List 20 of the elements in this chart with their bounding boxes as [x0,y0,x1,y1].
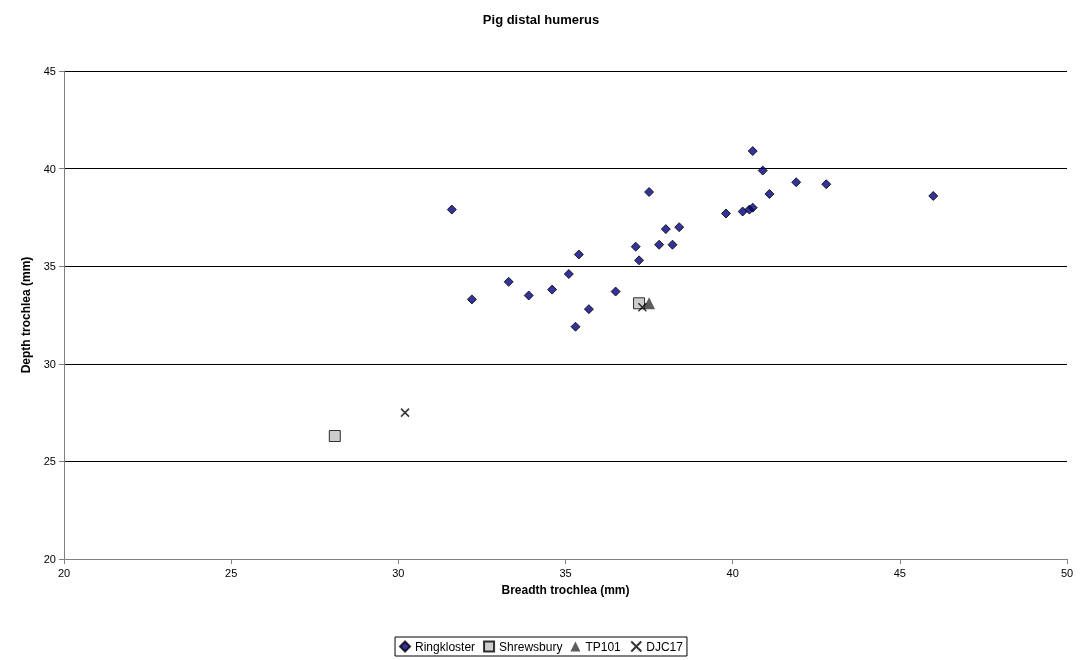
x-tick-label: 25 [225,566,238,579]
y-tick-label: 40 [43,162,56,175]
x-axis-title: Breadth trochlea (mm) [501,583,630,597]
x-tick-label: 45 [893,566,906,579]
x-tick-label: 20 [57,566,71,579]
x-tick-label: 30 [392,566,405,579]
y-tick-label: 25 [43,455,56,468]
legend-label: DJC17 [646,639,684,654]
x-tick-label: 50 [1060,566,1074,579]
y-tick-label: 45 [43,65,56,77]
legend-label: TP101 [585,639,622,654]
legend-label: Ringkloster [415,639,476,654]
y-tick-label: 20 [43,553,56,565]
y-axis-title: Depth trochlea (mm) [19,256,33,374]
y-tick-label: 35 [43,260,56,273]
legend-label: Shrewsbury [499,639,563,654]
x-tick-label: 35 [559,566,572,579]
chart-title: Pig distal humerus [482,12,600,27]
y-tick-label: 30 [43,357,56,370]
x-tick-label: 40 [726,566,739,579]
